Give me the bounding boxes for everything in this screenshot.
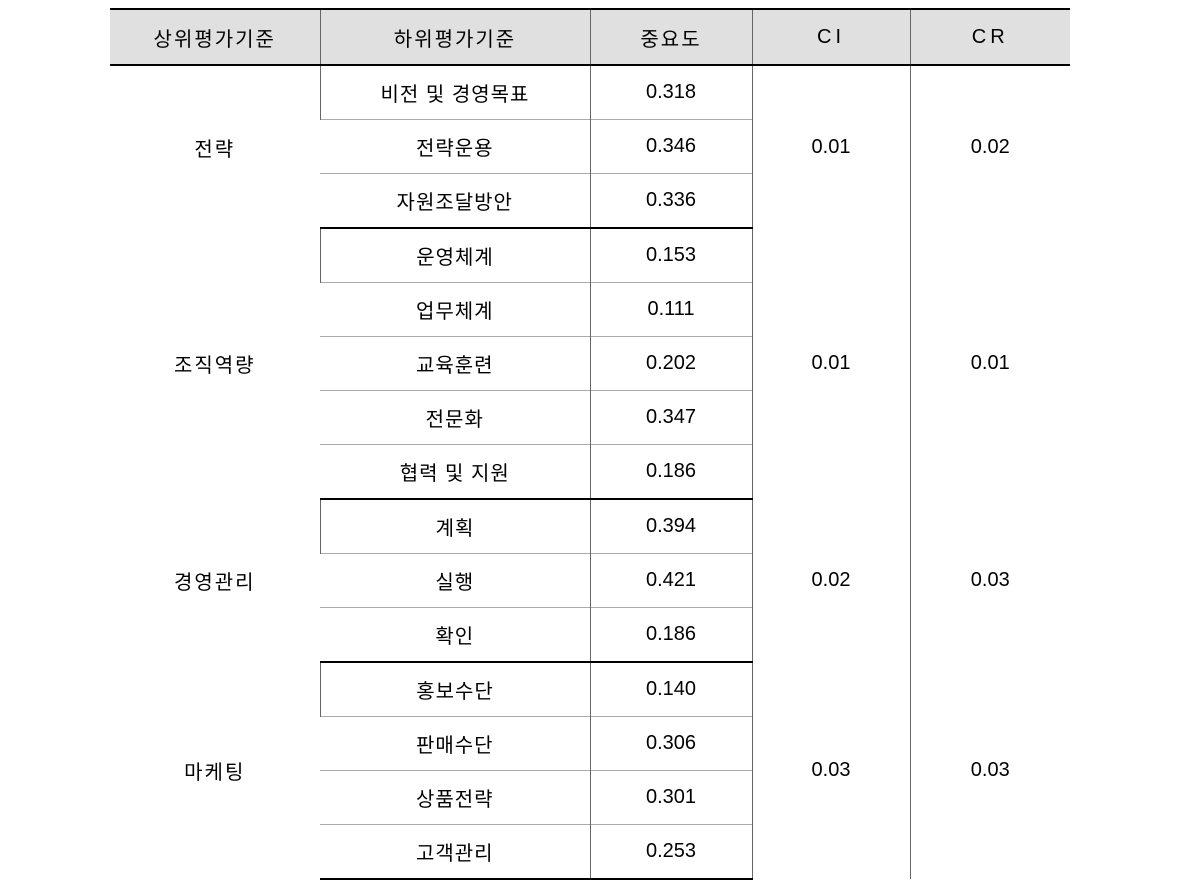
cell-lower: 전문화	[320, 391, 590, 445]
cell-weight: 0.253	[590, 825, 752, 880]
table-row: 조직역량운영체계0.1530.010.01	[110, 228, 1070, 283]
cell-weight: 0.394	[590, 499, 752, 554]
cell-lower: 홍보수단	[320, 662, 590, 717]
cell-cr: 0.01	[910, 228, 1070, 499]
table-row: 경영관리계획0.3940.020.03	[110, 499, 1070, 554]
group-cell-upper: 마케팅	[110, 662, 320, 879]
cell-lower: 교육훈련	[320, 337, 590, 391]
cell-ci: 0.01	[752, 65, 910, 228]
cell-weight: 0.186	[590, 445, 752, 500]
group-cell-upper: 경영관리	[110, 499, 320, 662]
cell-ci: 0.03	[752, 662, 910, 879]
cell-lower: 자원조달방안	[320, 174, 590, 229]
cell-weight: 0.318	[590, 65, 752, 120]
col-header-ci: CI	[752, 9, 910, 65]
cell-weight: 0.306	[590, 717, 752, 771]
cell-weight: 0.347	[590, 391, 752, 445]
col-header-lower: 하위평가기준	[320, 9, 590, 65]
cell-weight: 0.140	[590, 662, 752, 717]
table-row: 마케팅홍보수단0.1400.030.03	[110, 662, 1070, 717]
cell-weight: 0.202	[590, 337, 752, 391]
evaluation-table-container: 상위평가기준 하위평가기준 중요도 CI CR 전략비전 및 경영목표0.318…	[110, 8, 1070, 880]
cell-weight: 0.421	[590, 554, 752, 608]
cell-cr: 0.03	[910, 662, 1070, 879]
col-header-upper: 상위평가기준	[110, 9, 320, 65]
cell-lower: 운영체계	[320, 228, 590, 283]
cell-lower: 비전 및 경영목표	[320, 65, 590, 120]
group-cell-upper: 조직역량	[110, 228, 320, 499]
cell-weight: 0.186	[590, 608, 752, 663]
table-body: 전략비전 및 경영목표0.3180.010.02전략운용0.346자원조달방안0…	[110, 65, 1070, 879]
col-header-cr: CR	[910, 9, 1070, 65]
group-cell-upper: 전략	[110, 65, 320, 228]
cell-cr: 0.03	[910, 499, 1070, 662]
cell-cr: 0.02	[910, 65, 1070, 228]
evaluation-table: 상위평가기준 하위평가기준 중요도 CI CR 전략비전 및 경영목표0.318…	[110, 8, 1070, 880]
cell-weight: 0.346	[590, 120, 752, 174]
cell-ci: 0.01	[752, 228, 910, 499]
col-header-weight: 중요도	[590, 9, 752, 65]
table-row: 전략비전 및 경영목표0.3180.010.02	[110, 65, 1070, 120]
cell-lower: 상품전략	[320, 771, 590, 825]
cell-lower: 전략운용	[320, 120, 590, 174]
cell-weight: 0.301	[590, 771, 752, 825]
cell-ci: 0.02	[752, 499, 910, 662]
cell-lower: 판매수단	[320, 717, 590, 771]
cell-lower: 고객관리	[320, 825, 590, 880]
cell-lower: 확인	[320, 608, 590, 663]
cell-lower: 계획	[320, 499, 590, 554]
cell-lower: 실행	[320, 554, 590, 608]
table-header-row: 상위평가기준 하위평가기준 중요도 CI CR	[110, 9, 1070, 65]
cell-lower: 협력 및 지원	[320, 445, 590, 500]
cell-weight: 0.336	[590, 174, 752, 229]
cell-lower: 업무체계	[320, 283, 590, 337]
cell-weight: 0.153	[590, 228, 752, 283]
cell-weight: 0.111	[590, 283, 752, 337]
